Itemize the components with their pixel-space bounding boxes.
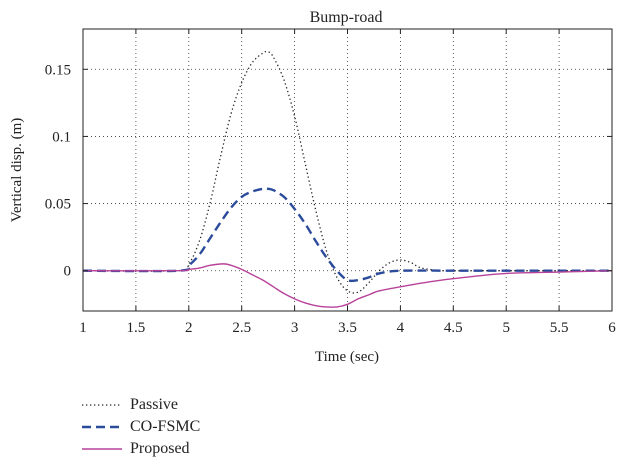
legend-label-passive: Passive <box>130 396 178 413</box>
x-tick-label: 1.5 <box>127 320 146 336</box>
x-tick-label: 2 <box>185 320 193 336</box>
ticks: 1 1.5 2 2.5 3 3.5 4 4.5 5 5.5 6 0 0.05 0.1 0.15 <box>45 29 616 336</box>
series-line-passive <box>82 50 612 294</box>
legend-label-co-fsmc: CO-FSMC <box>130 418 201 435</box>
legend: Passive CO-FSMC Proposed <box>82 394 200 460</box>
series-group <box>82 50 613 308</box>
x-tick-label: 4 <box>397 320 405 336</box>
x-tick-label: 5 <box>502 320 510 336</box>
series-line-proposed <box>82 263 613 308</box>
y-tick-label: 0.15 <box>45 62 71 78</box>
x-tick-label: 1 <box>79 320 87 336</box>
series-line-co-fsmc <box>82 187 612 283</box>
y-tick-label: 0.1 <box>52 129 71 145</box>
y-tick-label: 0.05 <box>45 197 71 213</box>
plot-frame <box>82 28 613 312</box>
legend-item-co-fsmc: CO-FSMC <box>82 416 200 438</box>
legend-label-proposed: Proposed <box>130 440 190 457</box>
y-tick-label: 0 <box>64 264 72 280</box>
x-tick-label: 3.5 <box>338 320 357 336</box>
legend-item-proposed: Proposed <box>82 438 200 460</box>
legend-swatch-co-fsmc <box>82 425 122 429</box>
x-tick-label: 2.5 <box>232 320 251 336</box>
chart-title: Bump-road <box>310 9 383 26</box>
grid <box>83 29 612 311</box>
legend-swatch-passive <box>82 404 122 406</box>
legend-swatch-proposed <box>82 448 122 450</box>
x-axis-label: Time (sec) <box>315 349 379 365</box>
x-tick-label: 6 <box>608 320 616 336</box>
chart: Bump-road 1 1.5 2 2.5 3 3.5 4 4.5 5 5.5 6 0 0.05 0.1 0… <box>9 9 616 365</box>
legend-item-passive: Passive <box>82 394 200 416</box>
x-tick-label: 5.5 <box>550 320 569 336</box>
x-tick-label: 4.5 <box>444 320 463 336</box>
x-tick-label: 3 <box>291 320 299 336</box>
y-axis-label: Vertical disp. (m) <box>9 118 25 223</box>
